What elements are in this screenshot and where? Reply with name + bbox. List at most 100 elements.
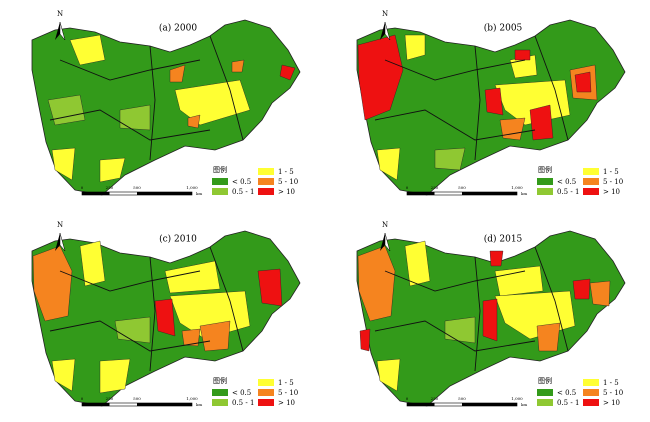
legend-label: 5 - 10 <box>603 389 623 397</box>
region <box>574 71 592 93</box>
boundary <box>474 256 481 372</box>
boundary <box>59 59 201 81</box>
legend-label: 5 - 10 <box>278 178 298 186</box>
scale-label: 500 <box>458 396 466 401</box>
region <box>404 240 431 287</box>
map-panel: N (d) 2015 图例 < 0.5 0.5 - 1 1 - 5 5 - 10 > 10 0 2… <box>356 221 626 407</box>
region <box>99 157 126 183</box>
region <box>114 316 151 344</box>
boundary <box>149 256 156 372</box>
boundary <box>374 109 536 141</box>
legend-swatch <box>258 168 274 175</box>
scale-unit: km <box>196 402 202 407</box>
legend-swatch <box>583 379 599 386</box>
region <box>536 322 561 352</box>
scale-label: 0 <box>406 185 409 190</box>
scale-label: 0 <box>81 185 84 190</box>
region <box>484 87 504 116</box>
boundary <box>49 320 211 352</box>
panel-title: (d) 2015 <box>484 234 523 245</box>
north-arrow <box>59 232 66 252</box>
legend-label: > 10 <box>603 188 620 196</box>
region <box>434 147 466 171</box>
region <box>376 147 401 181</box>
boundary <box>534 246 569 352</box>
region <box>164 260 221 294</box>
scale-bar <box>407 192 435 195</box>
north-arrow <box>59 21 66 41</box>
boundary <box>49 109 211 141</box>
legend-swatch <box>212 389 228 396</box>
region <box>494 265 544 297</box>
legend-swatch <box>212 399 228 406</box>
scale-label: 250 <box>431 185 439 190</box>
legend-swatch <box>258 399 274 406</box>
scale-label: 500 <box>133 396 141 401</box>
region <box>199 320 231 352</box>
legend-swatch <box>212 188 228 195</box>
scale-unit: km <box>196 191 202 196</box>
scale-bar <box>407 403 435 406</box>
legend-label: < 0.5 <box>232 178 251 186</box>
boundary <box>209 35 244 141</box>
legend-label: 0.5 - 1 <box>232 399 254 407</box>
map-panel: N (a) 2000 图例 < 0.5 0.5 - 1 1 - 5 5 - 10 > 10 0 2… <box>31 10 301 196</box>
legend-swatch <box>583 178 599 185</box>
region <box>169 64 186 83</box>
legend-label: > 10 <box>278 399 295 407</box>
boundary <box>374 320 536 352</box>
region <box>514 49 531 61</box>
scale-label: 1,000 <box>511 185 523 190</box>
scale-bar <box>462 192 517 195</box>
legend-label: < 0.5 <box>557 178 576 186</box>
scale-bar <box>82 192 110 195</box>
north-arrow <box>55 233 60 251</box>
panel-title: (a) 2000 <box>159 23 197 34</box>
legend-swatch <box>583 168 599 175</box>
region <box>47 94 86 126</box>
panel-title: (c) 2010 <box>159 234 197 245</box>
panel-title: (b) 2005 <box>484 23 523 34</box>
legend-swatch <box>258 379 274 386</box>
region <box>572 278 591 300</box>
scale-label: 250 <box>106 185 114 190</box>
scale-label: 1,000 <box>186 185 198 190</box>
north-arrow <box>384 232 391 252</box>
region <box>357 34 404 121</box>
boundary <box>149 45 156 161</box>
region <box>32 245 73 322</box>
region <box>589 280 611 307</box>
legend-label: 0.5 - 1 <box>232 188 254 196</box>
legend-label: 0.5 - 1 <box>557 399 579 407</box>
scale-label: 0 <box>406 396 409 401</box>
legend-label: 5 - 10 <box>603 178 623 186</box>
north-label: N <box>382 221 388 229</box>
legend-swatch <box>537 178 553 185</box>
region <box>257 268 283 307</box>
scale-bar <box>82 403 110 406</box>
region <box>99 358 131 394</box>
legend-label: 5 - 10 <box>278 389 298 397</box>
region <box>187 114 201 129</box>
boundary <box>384 270 526 292</box>
region <box>359 328 371 352</box>
north-arrow <box>380 22 385 40</box>
region <box>489 250 504 267</box>
legend-swatch <box>212 178 228 185</box>
scale-label: 1,000 <box>186 396 198 401</box>
legend-label: < 0.5 <box>557 389 576 397</box>
region <box>279 64 296 81</box>
scale-label: 250 <box>106 396 114 401</box>
region <box>357 245 396 322</box>
legend-swatch <box>258 178 274 185</box>
region <box>154 298 176 337</box>
legend-title: 图例 <box>213 376 227 385</box>
map-panel: N (b) 2005 图例 < 0.5 0.5 - 1 1 - 5 5 - 10 > 10 0 2… <box>356 10 626 196</box>
north-label: N <box>382 10 388 18</box>
region <box>174 79 251 126</box>
boundary <box>534 35 569 141</box>
legend-swatch <box>537 188 553 195</box>
north-label: N <box>57 221 63 229</box>
region <box>482 298 498 342</box>
legend-swatch <box>537 399 553 406</box>
